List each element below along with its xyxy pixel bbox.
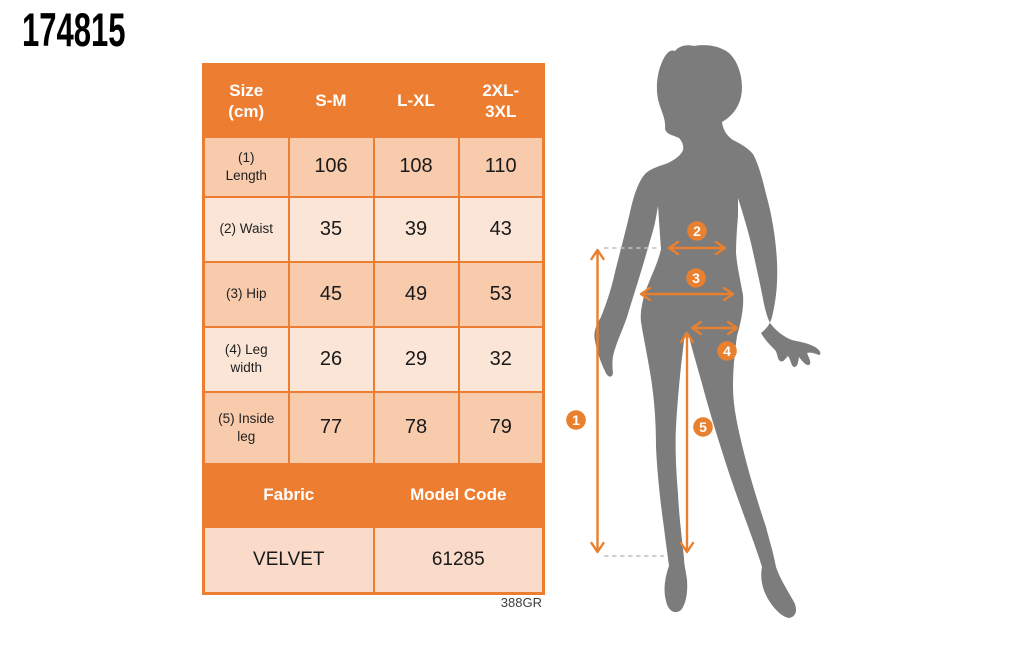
row-label: (4) Leg width: [202, 325, 290, 393]
model-code-header-cell: Model Code: [372, 462, 545, 528]
details-value-row: VELVET 61285: [202, 525, 545, 595]
measure-badge-4: 4: [717, 341, 737, 361]
cell-value: 106: [287, 135, 375, 198]
cell-value: 29: [372, 325, 460, 393]
cell-value: 77: [287, 390, 375, 465]
svg-text:3: 3: [692, 270, 700, 286]
measure-badge-3: 3: [686, 268, 706, 288]
cell-value: 53: [457, 260, 545, 328]
woman-silhouette: [594, 45, 821, 618]
table-row-waist: (2) Waist 35 39 43: [202, 195, 545, 263]
row-label: (5) Inside leg: [202, 390, 290, 465]
table-row-leg-width: (4) Leg width 26 29 32: [202, 325, 545, 393]
length-arrow-1: [590, 248, 605, 554]
cell-value: 45: [287, 260, 375, 328]
row-label: (1) Length: [202, 135, 290, 198]
size-header-lxl: L-XL: [372, 63, 460, 138]
size-table: Size (cm) S-M L-XL 2XL-3XL (1) Length 10…: [202, 63, 545, 595]
cell-value: 35: [287, 195, 375, 263]
svg-text:4: 4: [723, 343, 731, 359]
fabric-header-cell: Fabric: [202, 462, 375, 528]
measure-badge-2: 2: [687, 221, 707, 241]
product-code: 174815: [22, 3, 126, 56]
size-table-header-row: Size (cm) S-M L-XL 2XL-3XL: [202, 63, 545, 138]
measure-badge-1: 1: [566, 410, 586, 430]
row-label: (3) Hip: [202, 260, 290, 328]
cell-value: 110: [457, 135, 545, 198]
cell-value: 43: [457, 195, 545, 263]
cell-value: 78: [372, 390, 460, 465]
table-row-hip: (3) Hip 45 49 53: [202, 260, 545, 328]
leg-width-arrow-4: [690, 320, 739, 336]
weight-note: 388GR: [500, 595, 542, 610]
inside-leg-arrow-5: [679, 331, 695, 554]
cell-value: 32: [457, 325, 545, 393]
size-header-2xl3xl: 2XL-3XL: [457, 63, 545, 138]
table-row-inside-leg: (5) Inside leg 77 78 79: [202, 390, 545, 465]
cell-value: 49: [372, 260, 460, 328]
table-row-length: (1) Length 106 108 110: [202, 135, 545, 198]
waist-arrow-2: [667, 240, 727, 256]
details-header-row: Fabric Model Code: [202, 462, 545, 528]
svg-text:1: 1: [572, 412, 580, 428]
size-header-sm: S-M: [287, 63, 375, 138]
cell-value: 108: [372, 135, 460, 198]
fabric-value-cell: VELVET: [202, 525, 375, 595]
measure-badges: 1 2 3 4 5: [566, 221, 737, 437]
svg-text:5: 5: [699, 419, 707, 435]
cell-value: 79: [457, 390, 545, 465]
model-code-value-cell: 61285: [372, 525, 545, 595]
cell-value: 39: [372, 195, 460, 263]
measure-badge-5: 5: [693, 417, 713, 437]
row-label: (2) Waist: [202, 195, 290, 263]
hip-arrow-3: [639, 286, 735, 302]
corner-header-cell: Size (cm): [202, 63, 290, 138]
svg-text:2: 2: [693, 223, 701, 239]
cell-value: 26: [287, 325, 375, 393]
